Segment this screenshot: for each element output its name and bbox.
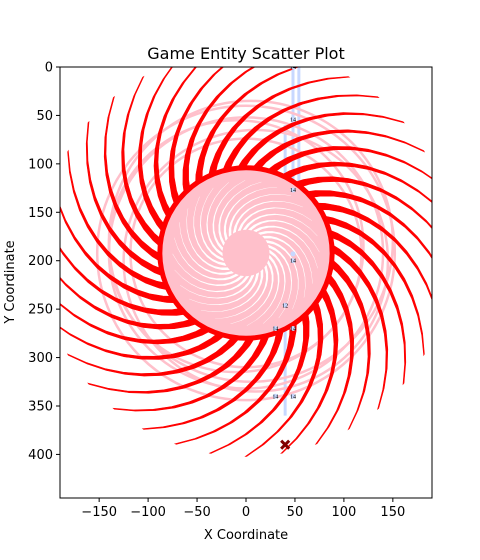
data-point-3 bbox=[290, 251, 295, 256]
point-label: 12 bbox=[282, 303, 288, 309]
data-point-4: 12 bbox=[282, 303, 288, 310]
y-tick-label: 100 bbox=[28, 157, 53, 172]
data-point-5: 14 bbox=[272, 326, 278, 333]
y-tick-label: 400 bbox=[28, 448, 53, 463]
y-tick-label: 300 bbox=[28, 351, 53, 366]
x-marker bbox=[281, 441, 289, 449]
point-dot bbox=[290, 251, 295, 256]
x-tick-label: −100 bbox=[130, 505, 166, 520]
point-label: 14 bbox=[290, 65, 296, 71]
y-tick-label: 150 bbox=[28, 206, 53, 221]
y-axis-label: Y Coordinate bbox=[3, 240, 18, 324]
chart-title: Game Entity Scatter Plot bbox=[147, 44, 344, 63]
inner-core bbox=[223, 230, 270, 276]
data-point-2: 14 bbox=[290, 258, 296, 265]
x-tick-label: −150 bbox=[81, 505, 117, 520]
y-tick-label: 50 bbox=[36, 109, 53, 124]
x-axis-label: X Coordinate bbox=[204, 528, 288, 543]
point-label: 14 bbox=[290, 259, 296, 265]
y-tick-label: 250 bbox=[28, 303, 53, 318]
y-tick-label: 350 bbox=[28, 399, 53, 414]
point-label: 14 bbox=[290, 117, 296, 123]
data-point-1: 14 bbox=[290, 188, 296, 195]
point-label: 14 bbox=[290, 394, 296, 400]
x-tick-label: 0 bbox=[242, 505, 250, 520]
y-tick-label: 0 bbox=[45, 61, 53, 76]
plot-area: 14 14 14 12 14 14 14 14 14 bbox=[40, 50, 451, 457]
data-point-9: 14 bbox=[290, 65, 296, 72]
x-tick-label: −50 bbox=[183, 505, 210, 520]
data-point-6: 14 bbox=[290, 326, 296, 333]
point-label: 14 bbox=[272, 327, 278, 333]
point-label: 14 bbox=[290, 327, 296, 333]
x-tick-label: 50 bbox=[287, 505, 304, 520]
point-label: 14 bbox=[290, 188, 296, 194]
data-point-7: 14 bbox=[272, 394, 278, 401]
x-tick-label: 100 bbox=[331, 505, 356, 520]
data-point-8: 14 bbox=[290, 394, 296, 401]
y-tick-label: 200 bbox=[28, 254, 53, 269]
x-tick-label: 150 bbox=[380, 505, 405, 520]
data-point-0: 14 bbox=[290, 117, 296, 124]
point-label: 14 bbox=[272, 394, 278, 400]
